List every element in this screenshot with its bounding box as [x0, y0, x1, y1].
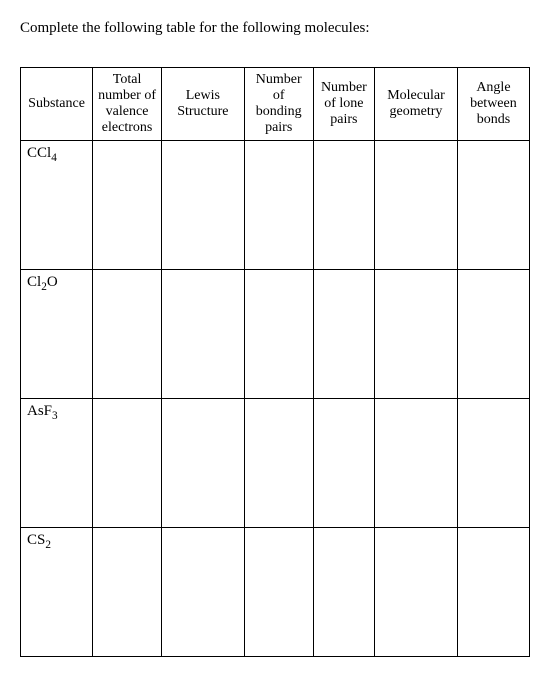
col-header-total-valence: Total number of valence electrons	[93, 68, 162, 141]
cell-substance: CCl4	[21, 141, 93, 270]
cell-angle	[457, 141, 529, 270]
col-header-angle: Angle between bonds	[457, 68, 529, 141]
cell-geometry	[375, 528, 458, 657]
cell-lone-pairs	[313, 399, 375, 528]
col-header-lone-pairs: Number of lone pairs	[313, 68, 375, 141]
cell-lewis	[162, 141, 245, 270]
cell-lewis	[162, 270, 245, 399]
cell-angle	[457, 270, 529, 399]
cell-substance: CS2	[21, 528, 93, 657]
cell-total-valence	[93, 270, 162, 399]
cell-angle	[457, 528, 529, 657]
table-body: CCl4 Cl2O AsF3 CS2	[21, 141, 530, 657]
molecule-table: Substance Total number of valence electr…	[20, 67, 530, 657]
cell-total-valence	[93, 399, 162, 528]
cell-lone-pairs	[313, 528, 375, 657]
col-header-bonding-pairs: Number of bonding pairs	[244, 68, 313, 141]
cell-lone-pairs	[313, 141, 375, 270]
cell-total-valence	[93, 141, 162, 270]
col-header-geometry: Molecular geometry	[375, 68, 458, 141]
table-row: Cl2O	[21, 270, 530, 399]
col-header-substance: Substance	[21, 68, 93, 141]
cell-bonding-pairs	[244, 528, 313, 657]
cell-lewis	[162, 528, 245, 657]
table-row: AsF3	[21, 399, 530, 528]
cell-lone-pairs	[313, 270, 375, 399]
table-header-row: Substance Total number of valence electr…	[21, 68, 530, 141]
cell-geometry	[375, 141, 458, 270]
cell-lewis	[162, 399, 245, 528]
col-header-lewis: Lewis Structure	[162, 68, 245, 141]
instruction-text: Complete the following table for the fol…	[20, 20, 532, 37]
cell-total-valence	[93, 528, 162, 657]
cell-substance: Cl2O	[21, 270, 93, 399]
cell-bonding-pairs	[244, 141, 313, 270]
table-row: CCl4	[21, 141, 530, 270]
cell-substance: AsF3	[21, 399, 93, 528]
cell-bonding-pairs	[244, 270, 313, 399]
cell-geometry	[375, 270, 458, 399]
table-row: CS2	[21, 528, 530, 657]
cell-geometry	[375, 399, 458, 528]
cell-angle	[457, 399, 529, 528]
cell-bonding-pairs	[244, 399, 313, 528]
